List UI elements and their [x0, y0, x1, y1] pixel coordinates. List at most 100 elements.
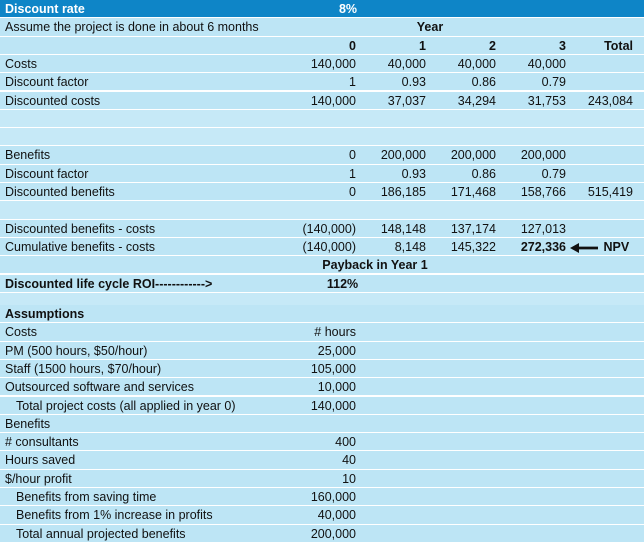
costs-discount-factor-row: Discount factor 1 0.93 0.86 0.79	[0, 73, 644, 92]
assumption-label: $/hour profit	[5, 471, 72, 486]
payback-row: Payback in Year 1	[0, 256, 644, 275]
cell-year-2: 145,322	[450, 239, 496, 254]
net-benefits-row: Discounted benefits - costs (140,000) 14…	[0, 219, 644, 238]
row-label: Discount factor	[5, 75, 89, 90]
cell-year-2: 40,000	[457, 56, 496, 71]
assumption-label: Outsourced software and services	[5, 380, 194, 395]
cell-year-1: 200,000	[380, 148, 426, 163]
cell-year-0: 1	[349, 166, 356, 181]
row-label: Discount factor	[5, 166, 89, 181]
discount-rate-row: Discount rate 8%	[0, 0, 644, 19]
cell-year-1: 37,037	[387, 93, 426, 108]
assumption-label: Benefits from 1% increase in profits	[16, 508, 213, 523]
assumption-note: Assume the project is done in about 6 mo…	[5, 20, 259, 35]
cell-year-3: 200,000	[520, 148, 566, 163]
roi-value: 112%	[326, 276, 359, 291]
discount-rate-label: Discount rate	[5, 2, 85, 16]
cell-year-3: 0.79	[541, 166, 566, 181]
cell-year-2: 171,468	[450, 185, 496, 199]
roi-row: Discounted life cycle ROI------------> 1…	[0, 274, 644, 293]
row-label: Cumulative benefits - costs	[5, 239, 156, 254]
npv-value: 272,336	[520, 239, 566, 254]
assumption-row: Staff (1500 hours, $70/hour) 105,000	[0, 359, 644, 379]
spacer-row	[0, 109, 644, 129]
assumption-row: $/hour profit 10	[0, 469, 644, 488]
row-label: Costs	[5, 56, 37, 71]
assumption-label: Benefits	[5, 416, 51, 431]
assumption-value: 40	[342, 453, 356, 468]
assumption-row: Total project costs (all applied in year…	[0, 396, 644, 415]
subtitle-row: Assume the project is done in about 6 mo…	[0, 18, 644, 37]
assumption-value: 40,000	[317, 508, 356, 523]
assumption-label: Total annual projected benefits	[16, 526, 186, 541]
costs-row: Costs 140,000 40,000 40,000 40,000	[0, 54, 644, 74]
cumulative-benefits-row: Cumulative benefits - costs (140,000) 8,…	[0, 237, 644, 257]
cell-year-0: (140,000)	[302, 239, 356, 254]
left-arrow-icon	[570, 242, 598, 253]
assumption-row: Benefits from saving time 160,000	[0, 488, 644, 507]
assumption-label: Benefits from saving time	[16, 490, 157, 504]
row-label: Benefits	[5, 148, 51, 163]
row-label: Discounted costs	[5, 93, 101, 108]
assumption-label: Costs	[5, 325, 37, 340]
cell-year-3: 31,753	[527, 93, 566, 108]
year-label: Year	[416, 20, 444, 35]
assumption-row: Total annual projected benefits 200,000	[0, 524, 644, 543]
cell-year-1: 40,000	[387, 56, 426, 71]
year-header-row: 0 1 2 3 Total	[0, 36, 644, 55]
assumption-label: Total project costs (all applied in year…	[16, 398, 236, 413]
benefits-discount-factor-row: Discount factor 1 0.93 0.86 0.79	[0, 164, 644, 183]
assumption-label: Staff (1500 hours, $70/hour)	[5, 361, 162, 376]
assumption-value: 105,000	[310, 361, 356, 376]
assumption-label: Hours saved	[5, 453, 76, 468]
year-2-header: 2	[489, 38, 496, 53]
cell-year-2: 200,000	[450, 148, 496, 163]
assumption-label: # consultants	[5, 435, 79, 450]
cell-year-1: 8,148	[394, 239, 426, 254]
cell-year-0: 0	[349, 185, 356, 199]
cell-year-2: 0.86	[471, 75, 496, 90]
npv-marker: NPV	[570, 238, 629, 256]
year-0-header: 0	[349, 38, 356, 53]
assumption-row: Hours saved 40	[0, 451, 644, 470]
cell-year-3: 158,766	[520, 185, 566, 199]
npv-label: NPV	[603, 239, 630, 254]
cell-year-3: 40,000	[527, 56, 566, 71]
total-header: Total	[604, 38, 633, 53]
assumption-value: 10	[342, 471, 356, 486]
cell-year-1: 148,148	[380, 221, 426, 236]
cell-year-3: 127,013	[520, 221, 566, 236]
assumption-row: # consultants 400	[0, 433, 644, 452]
assumption-value: 200,000	[310, 526, 356, 541]
cell-total: 243,084	[587, 93, 633, 108]
cell-year-3: 0.79	[541, 75, 566, 90]
discount-rate-value: 8%	[338, 2, 358, 16]
assumptions-title-row: Assumptions	[0, 305, 644, 324]
assumption-value: 25,000	[317, 343, 356, 358]
cell-year-0: (140,000)	[302, 221, 356, 236]
assumption-row: Benefits from 1% increase in profits 40,0…	[0, 506, 644, 525]
spacer-row	[0, 128, 644, 147]
cell-year-1: 0.93	[401, 75, 426, 90]
discounted-benefits-row: Discounted benefits 0 186,185 171,468 15…	[0, 183, 644, 202]
assumption-value: 10,000	[317, 380, 356, 395]
payback-text: Payback in Year 1	[322, 258, 428, 273]
cell-year-2: 0.86	[471, 166, 496, 181]
cell-year-1: 0.93	[401, 166, 426, 181]
cell-year-0: 140,000	[310, 56, 356, 71]
cell-year-0: 1	[349, 75, 356, 90]
year-3-header: 3	[559, 38, 566, 53]
assumption-value: 400	[335, 435, 356, 450]
assumptions-title: Assumptions	[5, 307, 85, 321]
year-1-header: 1	[419, 38, 426, 53]
assumption-value: 140,000	[310, 398, 356, 413]
cell-year-2: 137,174	[450, 221, 496, 236]
row-label: Discounted benefits - costs	[5, 221, 156, 236]
assumption-value: # hours	[314, 325, 356, 340]
row-label: Discounted benefits	[5, 185, 115, 199]
cell-year-0: 0	[349, 148, 356, 163]
cell-total: 515,419	[587, 185, 633, 199]
assumption-row: Benefits	[0, 414, 644, 434]
cell-year-1: 186,185	[380, 185, 426, 199]
